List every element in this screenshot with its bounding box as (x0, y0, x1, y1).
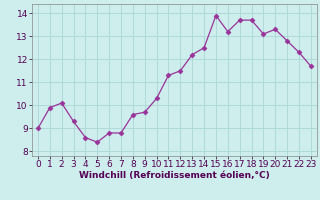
X-axis label: Windchill (Refroidissement éolien,°C): Windchill (Refroidissement éolien,°C) (79, 171, 270, 180)
